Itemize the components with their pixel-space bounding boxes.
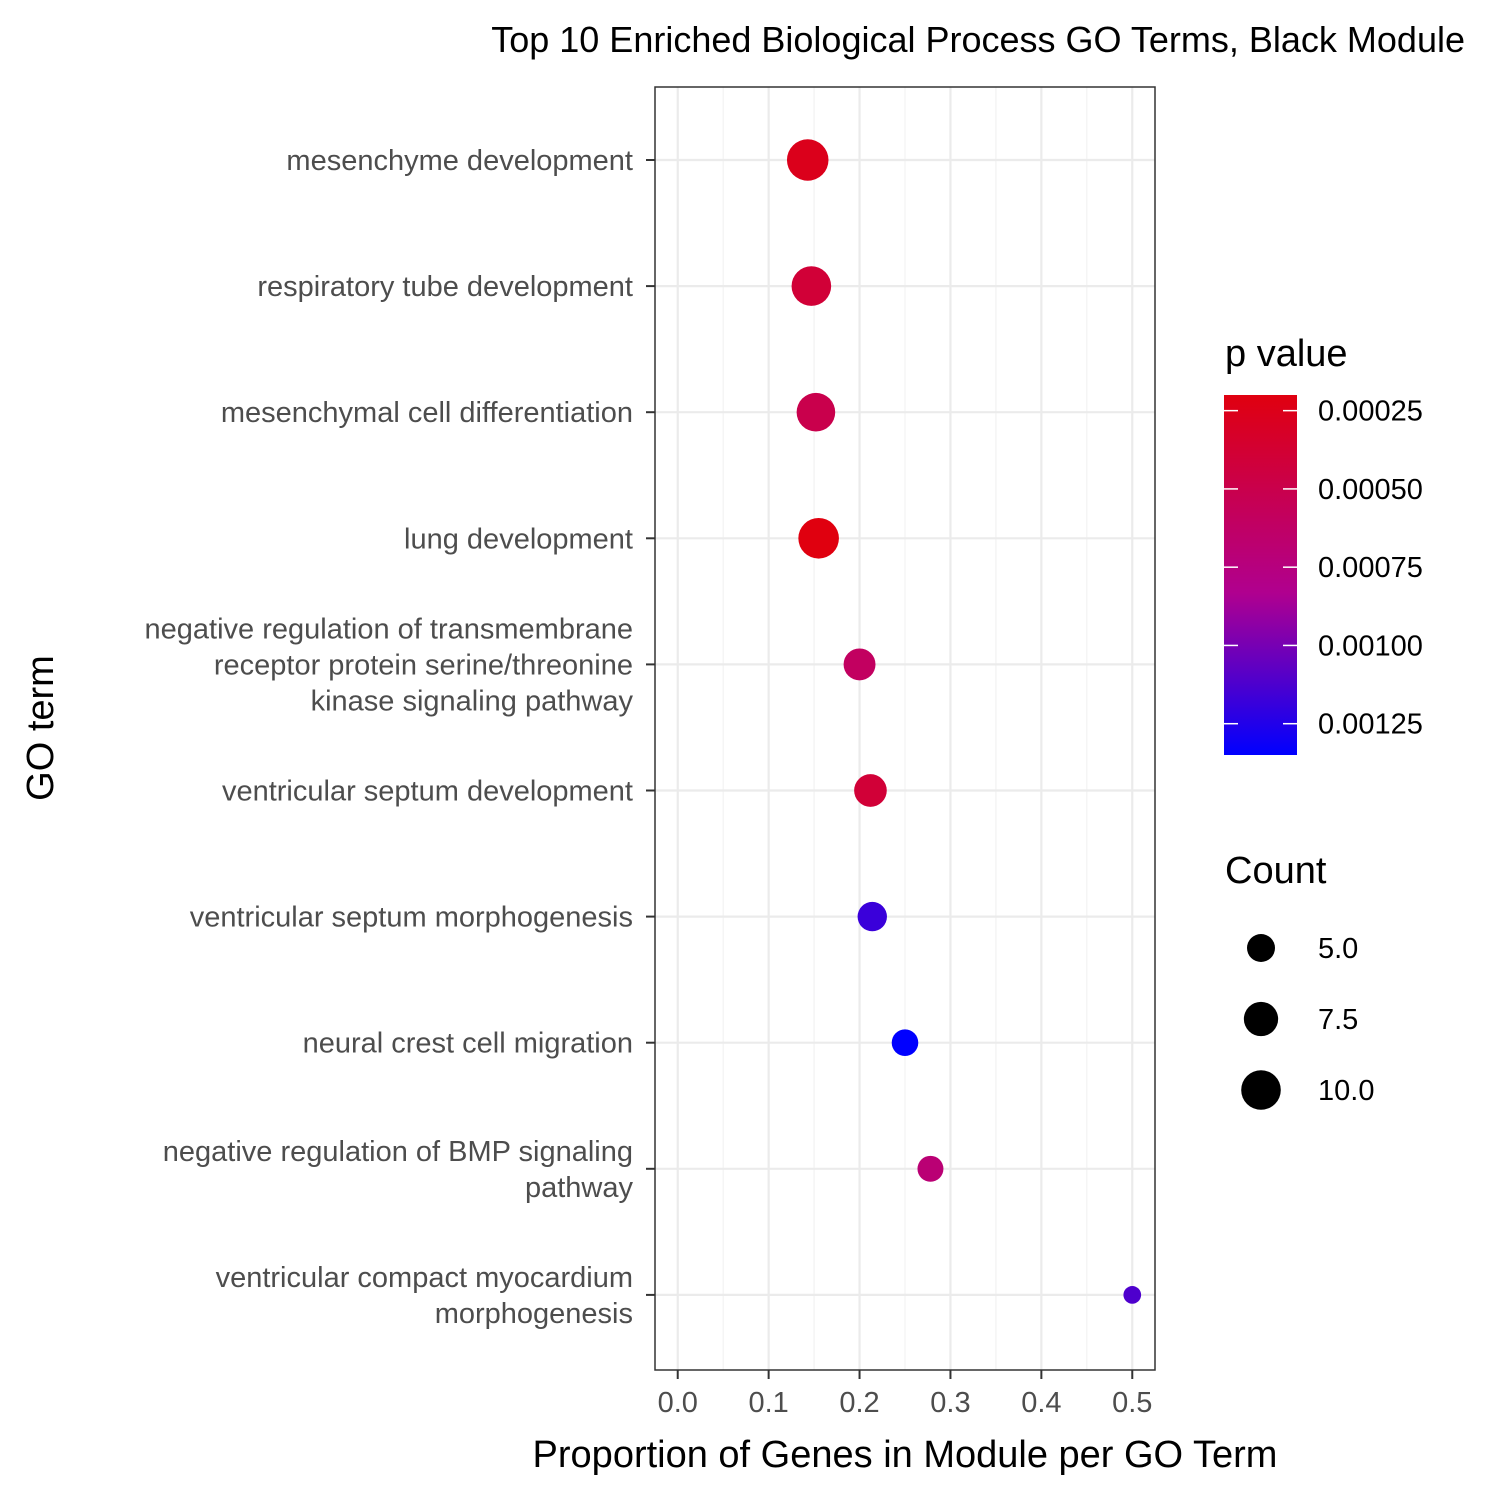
- color-legend-title: p value: [1225, 333, 1348, 375]
- data-point: [798, 518, 839, 559]
- x-tick-label: 0.0: [658, 1387, 698, 1419]
- data-point: [1123, 1286, 1142, 1304]
- size-legend-label: 7.5: [1318, 1004, 1358, 1036]
- y-category-label: mesenchyme development: [286, 145, 633, 177]
- color-legend-label: 0.00075: [1318, 552, 1423, 584]
- size-legend-label: 10.0: [1318, 1075, 1374, 1107]
- color-legend-label: 0.00100: [1318, 630, 1423, 662]
- data-points: [786, 139, 1142, 1304]
- data-point: [891, 1029, 919, 1056]
- data-point: [796, 392, 836, 432]
- data-point: [843, 648, 876, 681]
- size-legend-title: Count: [1225, 850, 1327, 892]
- y-category-label: lung development: [404, 523, 633, 555]
- color-legend-bar: [1224, 395, 1297, 755]
- data-point: [854, 774, 887, 807]
- size-legend-keys: 5.0 7.5 10.0: [1241, 933, 1374, 1110]
- size-legend: Count 5.0 7.5 10.0: [1225, 850, 1374, 1110]
- x-tick-label: 0.3: [930, 1387, 970, 1419]
- size-legend-key: [1241, 1070, 1281, 1110]
- data-point: [917, 1155, 944, 1182]
- x-tick-label: 0.4: [1021, 1387, 1061, 1419]
- grid: [655, 87, 1155, 1370]
- size-legend-label: 5.0: [1318, 933, 1358, 965]
- x-axis-title: Proportion of Genes in Module per GO Ter…: [533, 1434, 1278, 1476]
- chart-title: Top 10 Enriched Biological Process GO Te…: [491, 19, 1465, 60]
- data-point: [791, 266, 832, 306]
- color-legend-label: 0.00125: [1318, 709, 1423, 741]
- color-legend: p value 0.000250.000500.000750.001000.00…: [1224, 333, 1423, 755]
- y-category-label: respiratory tube development: [257, 271, 633, 303]
- data-point: [857, 901, 887, 932]
- color-legend-label: 0.00050: [1318, 474, 1423, 506]
- plot-panel-border: [654, 86, 1156, 1371]
- x-tick-label: 0.5: [1112, 1387, 1152, 1419]
- color-legend-label: 0.00025: [1318, 396, 1423, 428]
- color-legend-ticks: 0.00025 0.00050 0.00075 0.00100 0.00125: [1224, 396, 1423, 741]
- y-axis-title: GO term: [20, 655, 62, 801]
- y-category-label: ventricular compact myocardium morphogene…: [216, 1262, 633, 1330]
- y-axis: mesenchyme development respiratory tube d…: [145, 145, 655, 1330]
- x-axis: 0.0 0.1 0.2 0.3 0.4 0.5: [658, 1370, 1152, 1419]
- y-category-label: neural crest cell migration: [303, 1028, 633, 1060]
- size-legend-key: [1247, 934, 1275, 962]
- x-tick-label: 0.2: [839, 1387, 879, 1419]
- y-category-label: negative regulation of BMP signaling path…: [163, 1136, 634, 1204]
- size-legend-key: [1243, 1001, 1279, 1037]
- y-category-label: negative regulation of transmembrane rece…: [145, 613, 634, 717]
- data-point: [786, 139, 829, 181]
- y-category-label: ventricular septum development: [222, 776, 633, 808]
- x-tick-label: 0.1: [748, 1387, 788, 1419]
- y-category-label: ventricular septum morphogenesis: [190, 902, 633, 934]
- y-category-label: mesenchymal cell differentiation: [221, 397, 633, 429]
